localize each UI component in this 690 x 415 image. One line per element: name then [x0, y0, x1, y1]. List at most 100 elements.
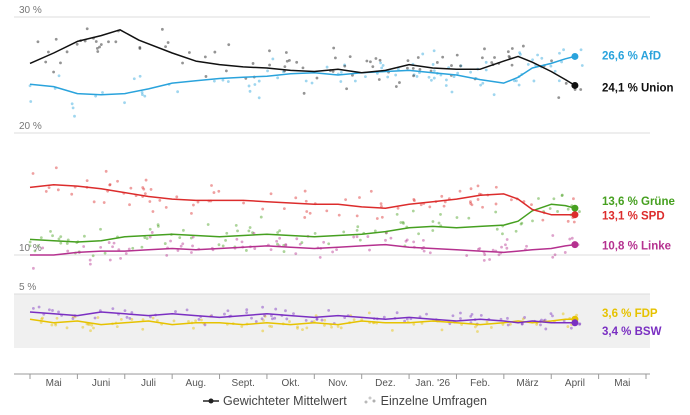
poll-dot-afd	[132, 77, 136, 81]
poll-dot-afd	[339, 70, 343, 74]
poll-dot-union	[224, 69, 228, 73]
poll-dot-union	[406, 66, 409, 70]
poll-dot-bsw	[93, 316, 97, 320]
poll-dot-spd	[269, 192, 273, 196]
series-label-afd: 26,6 % AfD	[602, 50, 661, 62]
poll-dot-union	[52, 70, 55, 74]
poll-dot-linke	[551, 234, 555, 237]
poll-dot-afd	[439, 73, 443, 77]
series-label-linke: 10,8 % Linke	[602, 241, 671, 253]
poll-dot-afd	[73, 114, 76, 118]
poll-dot-union	[521, 44, 525, 48]
poll-dot-afd	[432, 69, 436, 73]
poll-dot-fdp	[90, 323, 94, 327]
poll-dot-grüne	[57, 237, 61, 241]
poll-dot-linke	[88, 262, 92, 266]
poll-dot-grüne	[495, 227, 499, 231]
poll-dot-union	[394, 85, 398, 88]
poll-dot-spd	[325, 209, 329, 213]
poll-dot-fdp	[301, 328, 304, 332]
poll-dot-union	[54, 37, 58, 41]
poll-dot-afd	[562, 48, 565, 52]
series-endpoints	[571, 52, 579, 327]
poll-dot-afd	[517, 83, 521, 87]
poll-dot-bsw	[569, 326, 573, 330]
poll-dot-spd	[70, 192, 74, 196]
poll-dot-bsw	[578, 322, 581, 326]
poll-dot-linke	[253, 247, 257, 250]
poll-dot-linke	[352, 235, 356, 239]
poll-dot-bsw	[315, 317, 319, 321]
poll-dot-union	[332, 46, 336, 50]
poll-dot-linke	[165, 253, 169, 257]
poll-dot-linke	[127, 247, 131, 251]
poll-dot-spd	[151, 210, 155, 213]
poll-dot-union	[455, 53, 459, 57]
poll-dot-union	[412, 74, 415, 78]
poll-dot-afd	[257, 96, 261, 100]
poll-dot-afd	[549, 64, 553, 68]
poll-dot-union	[301, 66, 305, 70]
poll-dot-grüne	[143, 236, 147, 239]
poll-dot-bsw	[451, 314, 455, 318]
poll-dot-union	[138, 45, 142, 49]
poll-dot-spd	[303, 189, 307, 193]
poll-dot-linke	[235, 237, 239, 241]
x-tick-label: Nov.	[328, 378, 348, 389]
poll-dot-fdp	[81, 325, 85, 329]
poll-dot-spd	[148, 200, 152, 203]
poll-dot-afd	[560, 60, 564, 64]
poll-dot-linke	[478, 247, 482, 250]
poll-dot-afd	[452, 75, 456, 79]
poll-dot-spd	[494, 202, 498, 206]
poll-dot-linke	[568, 237, 572, 241]
poll-dot-afd	[221, 78, 225, 82]
poll-dot-grüne	[59, 235, 63, 239]
poll-dot-afd	[484, 60, 488, 64]
poll-dot-linke	[504, 243, 507, 247]
poll-dot-afd	[450, 90, 454, 94]
poll-dot-spd	[92, 200, 96, 204]
poll-dot-fdp	[86, 322, 90, 326]
poll-dot-linke	[181, 242, 185, 246]
poll-dot-spd	[412, 199, 416, 202]
poll-dot-fdp	[141, 318, 145, 322]
poll-dot-spd	[149, 188, 153, 191]
poll-dot-spd	[108, 183, 112, 187]
poll-dot-union	[441, 55, 445, 59]
poll-dot-bsw	[128, 317, 132, 320]
poll-dot-spd	[196, 200, 200, 204]
poll-dot-spd	[380, 204, 383, 208]
poll-dot-linke	[412, 240, 416, 244]
poll-dot-linke	[107, 241, 111, 244]
poll-dot-afd	[459, 64, 463, 68]
legend-item-weighted-mean: Gewichteter Mittelwert	[203, 394, 347, 408]
poll-dot-spd	[108, 183, 112, 186]
poll-dot-fdp	[89, 329, 92, 333]
poll-dot-grüne	[145, 237, 149, 240]
poll-dot-linke	[405, 238, 409, 242]
series-label-spd: 13,1 % SPD	[602, 211, 665, 223]
poll-dot-fdp	[119, 317, 123, 321]
poll-dot-linke	[112, 241, 116, 245]
poll-dot-spd	[192, 203, 195, 207]
poll-dot-linke	[150, 231, 154, 234]
poll-dot-linke	[500, 245, 503, 249]
poll-dot-union	[107, 40, 110, 44]
poll-dot-linke	[88, 258, 92, 262]
poll-dot-grüne	[467, 216, 471, 220]
poll-dot-spd	[379, 202, 383, 206]
poll-dot-grüne	[358, 238, 362, 242]
poll-dot-grüne	[548, 207, 552, 210]
poll-dot-afd	[580, 64, 584, 67]
trend-line-grüne	[29, 203, 576, 243]
poll-dot-union	[295, 60, 299, 64]
poll-dot-linke	[298, 242, 302, 246]
poll-dot-afd	[481, 81, 485, 85]
poll-dot-linke	[108, 258, 112, 262]
poll-dot-grüne	[66, 238, 70, 242]
poll-dot-bsw	[245, 311, 249, 314]
poll-dot-grüne	[437, 221, 441, 225]
poll-dot-bsw	[203, 323, 207, 327]
poll-dot-union	[378, 58, 382, 62]
